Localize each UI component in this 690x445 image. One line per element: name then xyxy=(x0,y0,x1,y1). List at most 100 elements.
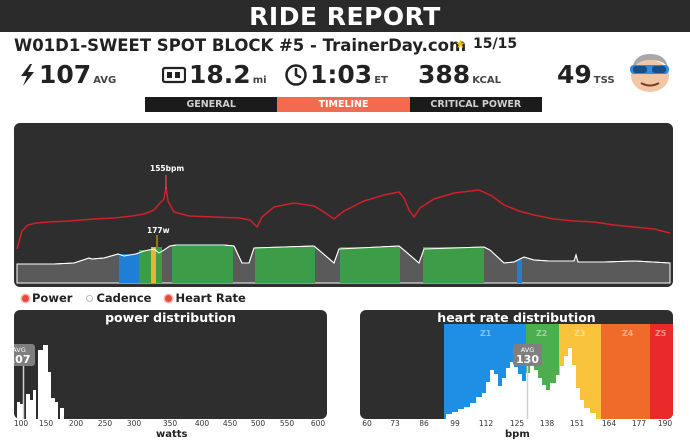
legend-heart-rate[interactable]: Heart Rate xyxy=(165,291,246,305)
legend-dot xyxy=(86,294,94,302)
zone-band-z4 xyxy=(601,324,650,419)
legend-cadence[interactable]: Cadence xyxy=(86,291,151,305)
odometer-icon xyxy=(162,66,186,84)
title-banner: RIDE REPORT xyxy=(0,0,690,32)
avg-badge xyxy=(14,344,35,366)
hr-distribution-svg: Z1 Z2 Z3 Z4 Z5 AVG 130 xyxy=(444,324,673,419)
chart-legend: Power Cadence Heart Rate xyxy=(22,291,246,305)
x-tick: 164 xyxy=(601,419,617,428)
stat-avg-power: 107 AVG xyxy=(18,60,116,90)
x-tick: 250 xyxy=(97,419,113,428)
x-axis-label: bpm xyxy=(505,429,530,440)
stat-value: 1:03 xyxy=(310,60,373,89)
histogram-bar xyxy=(51,398,55,419)
x-tick: 86 xyxy=(419,419,429,428)
x-tick: 200 xyxy=(68,419,84,428)
power-peak-label: 177w xyxy=(147,226,170,235)
stat-unit: TSS xyxy=(593,75,615,86)
avg-badge-value: 130 xyxy=(516,353,539,366)
x-tick: 100 xyxy=(13,419,29,428)
histogram-bar xyxy=(17,402,20,419)
interval-zone1 xyxy=(517,260,522,283)
tab-critical-power[interactable]: CRITICAL POWER xyxy=(430,99,522,110)
zone-label: Z1 xyxy=(480,329,492,338)
stat-unit: mi xyxy=(252,75,267,86)
x-axis-label: watts xyxy=(156,429,188,440)
workout-progress: 15/15 xyxy=(473,36,518,52)
stat-elapsed-time: 1:03 ET xyxy=(285,60,388,90)
page-title: RIDE REPORT xyxy=(249,1,441,31)
legend-dot xyxy=(22,294,29,302)
star-icon[interactable]: ★ xyxy=(455,37,466,51)
lightning-icon xyxy=(21,64,34,86)
x-tick: 450 xyxy=(222,419,238,428)
x-tick: 400 xyxy=(194,419,210,428)
histogram-bar xyxy=(26,394,30,419)
workout-title: W01D1-SWEET SPOT BLOCK #5 - TrainerDay.c… xyxy=(14,36,467,55)
x-tick: 99 xyxy=(450,419,460,428)
histogram-bar xyxy=(33,390,36,419)
zone-label: Z2 xyxy=(536,329,547,338)
legend-power[interactable]: Power xyxy=(22,291,72,305)
timeline-chart[interactable]: 155bpm 177w xyxy=(14,123,673,287)
stat-value: 18.2 xyxy=(189,60,251,89)
x-tick: 112 xyxy=(478,419,494,428)
legend-label: Power xyxy=(32,291,73,305)
hr-histogram xyxy=(446,348,596,419)
stat-value: 49 xyxy=(557,60,592,89)
x-tick: 190 xyxy=(657,419,673,428)
interval-zone2 xyxy=(340,247,400,283)
histogram-bar xyxy=(55,402,58,419)
zone-label: Z3 xyxy=(574,329,585,338)
avg-badge-label: AVG xyxy=(14,346,26,354)
histogram-bar xyxy=(60,408,64,419)
interval-zone2 xyxy=(156,247,162,283)
timeline-svg: 155bpm 177w xyxy=(16,164,671,284)
legend-dot xyxy=(165,294,173,302)
stat-unit: AVG xyxy=(93,75,117,86)
stat-tss: 49 TSS xyxy=(557,60,615,90)
interval-zone2 xyxy=(139,250,151,283)
hr-x-axis: 60 73 86 99 112 125 138 151 164 177 190 xyxy=(360,419,673,431)
report-tabs: GENERAL TIMELINE CRITICAL POWER xyxy=(145,97,542,112)
avg-badge-value: 107 xyxy=(14,353,30,366)
power-distribution-chart: power distribution AVG 107 xyxy=(14,310,327,419)
histogram-bar xyxy=(20,404,23,419)
x-tick: 138 xyxy=(539,419,555,428)
x-tick: 500 xyxy=(250,419,266,428)
power-line xyxy=(17,244,671,265)
x-tick: 300 xyxy=(126,419,142,428)
zone-label: Z5 xyxy=(655,329,667,338)
histogram-bar xyxy=(30,400,33,419)
stat-distance: 18.2 mi xyxy=(162,60,267,90)
avatar[interactable] xyxy=(624,52,674,92)
x-tick: 150 xyxy=(38,419,54,428)
interval-zone2 xyxy=(255,247,315,283)
x-tick: 550 xyxy=(279,419,295,428)
tab-general[interactable]: GENERAL xyxy=(186,99,236,110)
x-tick: 125 xyxy=(509,419,525,428)
interval-zone2 xyxy=(172,246,233,283)
zone-band-z5 xyxy=(650,324,673,419)
x-tick: 600 xyxy=(310,419,326,428)
interval-zone1 xyxy=(119,254,139,283)
x-tick: 73 xyxy=(390,419,400,428)
x-tick: 151 xyxy=(569,419,585,428)
chart-title: power distribution xyxy=(105,310,236,325)
power-distribution-svg: AVG 107 xyxy=(14,344,64,419)
heart-rate-distribution-chart: Z1 Z2 Z3 Z4 Z5 AVG 130 heart rate distri… xyxy=(360,310,673,419)
stat-calories: 388 KCAL xyxy=(418,60,501,90)
legend-label: Heart Rate xyxy=(175,291,246,305)
clock-icon xyxy=(285,64,307,86)
interval-zone2 xyxy=(423,247,484,283)
x-tick: 60 xyxy=(362,419,372,428)
heart-rate-line xyxy=(16,186,671,250)
histogram-bar xyxy=(48,372,51,419)
tab-timeline[interactable]: TIMELINE xyxy=(277,97,410,112)
histogram-bar xyxy=(43,345,48,419)
chart-title: heart rate distribution xyxy=(437,310,596,325)
x-tick: 177 xyxy=(631,419,647,428)
histogram-bar xyxy=(38,350,43,419)
hr-peak-label: 155bpm xyxy=(150,164,184,173)
stat-value: 107 xyxy=(39,60,92,89)
